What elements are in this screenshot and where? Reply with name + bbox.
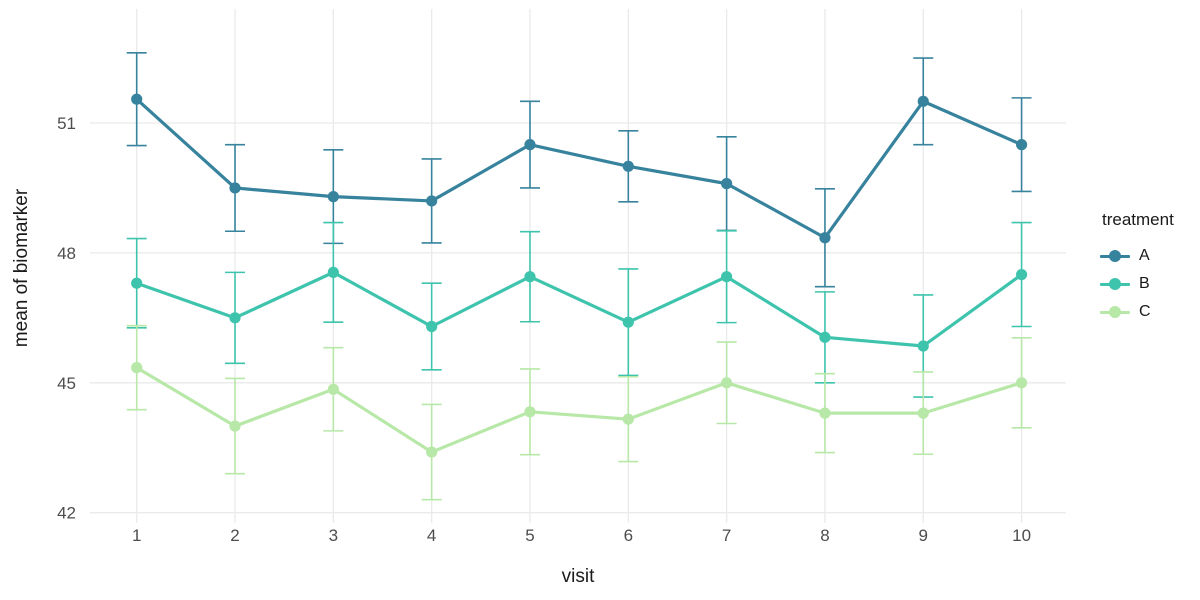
data-point-C — [229, 420, 241, 432]
legend-dot-icon — [1109, 278, 1121, 290]
data-point-A — [131, 93, 143, 105]
x-tick-label: 9 — [919, 526, 928, 545]
data-point-B — [1015, 268, 1028, 281]
data-point-C — [819, 407, 831, 419]
data-point-A — [426, 195, 438, 207]
data-point-A — [622, 160, 634, 172]
data-point-C — [131, 362, 143, 374]
legend-dot-icon — [1109, 306, 1121, 318]
x-axis-title: visit — [561, 566, 595, 587]
legend-title: treatment — [1102, 210, 1174, 229]
data-point-B — [131, 277, 143, 289]
data-point-A — [819, 232, 831, 244]
x-tick-label: 7 — [722, 526, 731, 545]
legend-label-b: B — [1139, 275, 1150, 292]
x-tick-label: 8 — [820, 526, 829, 545]
series-line-A — [135, 97, 1023, 240]
legend-key-c-icon — [1100, 305, 1130, 319]
data-point-B — [524, 271, 536, 283]
y-tick-label: 42 — [57, 504, 76, 523]
data-point-B — [426, 320, 438, 333]
data-point-B — [721, 271, 733, 283]
data-point-B — [917, 340, 929, 352]
data-point-C — [917, 407, 929, 419]
y-tick-label: 48 — [57, 244, 76, 263]
x-tick-label: 10 — [1012, 526, 1031, 545]
data-point-A — [524, 139, 536, 151]
data-point-A — [917, 95, 929, 107]
legend-dot-icon — [1109, 250, 1121, 262]
data-point-C — [327, 383, 339, 395]
data-point-C — [426, 446, 438, 458]
legend: treatment A B C — [1100, 210, 1174, 326]
series-line-B — [136, 270, 1023, 348]
data-point-C — [622, 413, 634, 425]
data-point-A — [1015, 139, 1028, 151]
y-axis-title: mean of biomarker — [11, 188, 32, 348]
legend-item-c: C — [1100, 298, 1174, 326]
legend-item-a: A — [1100, 242, 1174, 270]
x-tick-label: 6 — [624, 526, 633, 545]
legend-label-a: A — [1139, 247, 1150, 264]
data-point-C — [1015, 377, 1028, 389]
legend-label-c: C — [1139, 303, 1151, 320]
data-point-A — [327, 191, 339, 203]
y-tick-label: 45 — [57, 374, 76, 393]
data-point-A — [721, 178, 733, 190]
data-point-C — [524, 406, 536, 418]
x-tick-label: 1 — [132, 526, 141, 545]
data-point-B — [819, 331, 831, 343]
x-tick-label: 4 — [427, 526, 436, 545]
x-tick-label: 2 — [230, 526, 239, 545]
legend-key-a-icon — [1100, 249, 1130, 263]
data-point-B — [327, 266, 339, 278]
data-point-B — [229, 312, 241, 324]
data-point-B — [622, 316, 634, 328]
legend-key-b-icon — [1100, 277, 1130, 291]
data-point-A — [229, 182, 241, 194]
x-tick-label: 3 — [329, 526, 338, 545]
x-tick-label: 5 — [525, 526, 534, 545]
data-point-C — [721, 377, 733, 389]
series-line-C — [135, 366, 1023, 454]
legend-item-b: B — [1100, 270, 1174, 298]
y-tick-label: 51 — [57, 114, 76, 133]
